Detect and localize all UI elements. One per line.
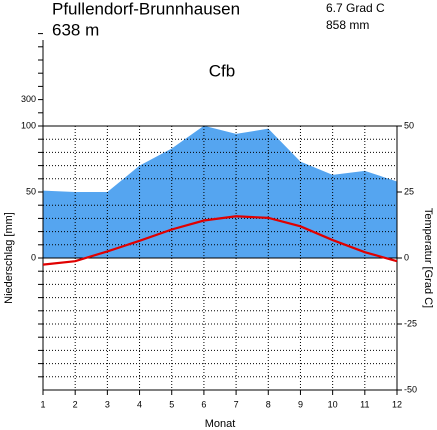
- y2-tick-label: 0: [404, 252, 409, 262]
- y2-tick-label: -25: [404, 318, 417, 328]
- x-tick-label: 11: [360, 399, 369, 409]
- y-tick-label: 300: [21, 94, 36, 104]
- y-tick-label: 50: [26, 186, 36, 196]
- x-tick-label: 7: [234, 399, 239, 409]
- y2-axis-label: Temperatur [Grad C]: [422, 208, 434, 308]
- chart-subtitle: 638 m: [52, 20, 99, 39]
- temperature-line: [42, 215, 398, 266]
- x-axis-label: Monat: [205, 418, 236, 430]
- x-tick-label: 3: [105, 399, 110, 409]
- x-tick-label: 5: [169, 399, 174, 409]
- precipitation-area: [43, 125, 397, 259]
- y-tick-label: 0: [31, 252, 36, 262]
- x-tick-label: 1: [40, 399, 45, 409]
- x-tick-label: 10: [328, 399, 338, 409]
- x-tick-label: 6: [201, 399, 206, 409]
- climate-class: Cfb: [209, 61, 235, 80]
- x-tick-label: 9: [298, 399, 303, 409]
- y2-tick-label: 50: [404, 120, 414, 130]
- mean-temperature: 6.7 Grad C: [326, 1, 385, 15]
- x-tick-label: 8: [266, 399, 271, 409]
- y-axis-label: Niederschlag [mm]: [3, 212, 15, 304]
- y2-tick-label: 25: [404, 186, 414, 196]
- x-tick-label: 2: [73, 399, 78, 409]
- y2-tick-label: -50: [404, 384, 417, 394]
- x-tick-label: 12: [392, 399, 402, 409]
- y-tick-label: 100: [21, 120, 36, 130]
- annual-precipitation: 858 mm: [326, 18, 369, 32]
- x-tick-label: 4: [137, 399, 142, 409]
- chart-title: Pfullendorf-Brunnhausen: [52, 0, 240, 18]
